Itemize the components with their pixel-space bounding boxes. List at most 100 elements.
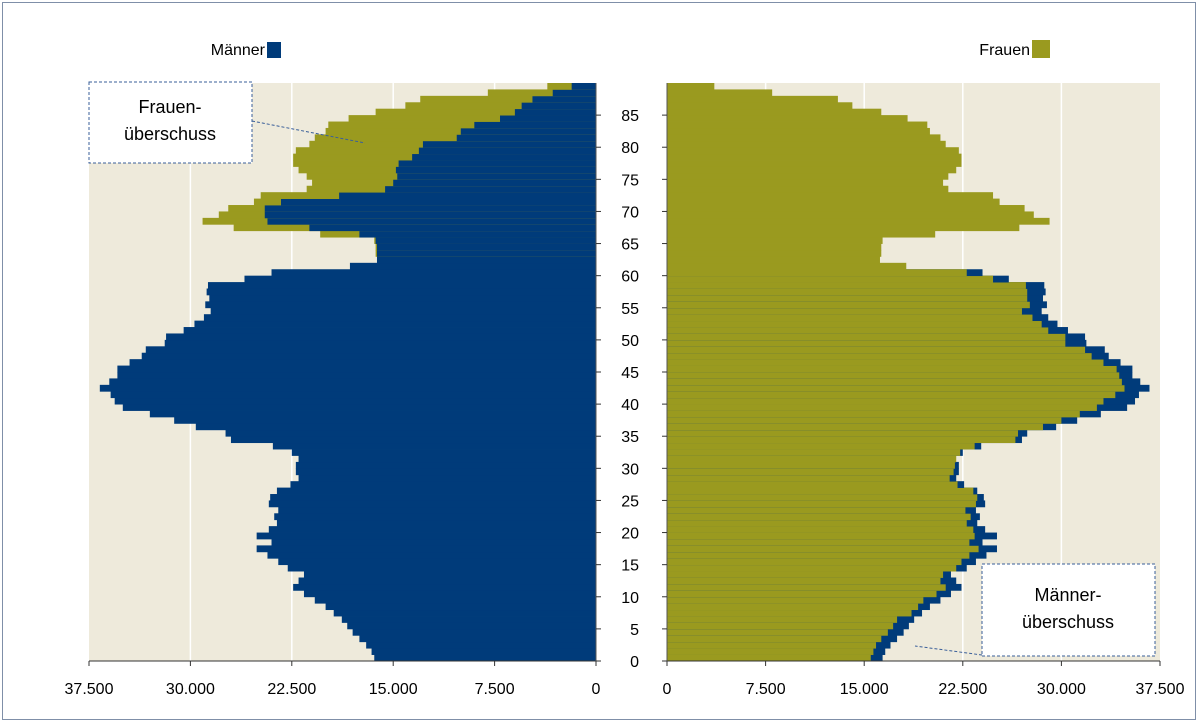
bar-maenner	[278, 506, 596, 514]
y-tick-label: 20	[621, 526, 639, 543]
tick-labels: 37.500 30.000 22.500 15.000 7.500 0 0 7.500 15.0…	[65, 108, 1185, 698]
bar-maenner	[298, 474, 596, 482]
bar-maenner	[552, 89, 596, 97]
legend-label-frauen: Frauen	[979, 42, 1030, 59]
bar-frauen	[667, 372, 1120, 379]
bar-maenner	[271, 269, 596, 277]
bar-maenner	[341, 616, 596, 623]
bar-frauen	[667, 532, 975, 540]
bar-maenner	[271, 538, 596, 546]
bar-maenner	[210, 307, 596, 315]
bar-maenner	[532, 95, 596, 103]
bar-frauen-surplus	[348, 115, 596, 122]
y-tick-label: 0	[630, 654, 639, 671]
y-tick-label: 75	[621, 172, 639, 189]
bar-maenner	[314, 596, 596, 604]
bar-maenner	[295, 468, 596, 476]
bar-maenner	[366, 641, 596, 649]
bar-frauen	[667, 628, 888, 636]
bar-frauen	[667, 269, 967, 277]
bar-maenner	[99, 384, 596, 392]
bar-frauen	[667, 609, 912, 617]
x-tick-label-right: 37.500	[1136, 681, 1185, 698]
annotation-text-line1: Frauen-	[138, 97, 201, 117]
bar-frauen	[667, 622, 894, 630]
bar-frauen	[667, 474, 950, 482]
bar-frauen	[667, 217, 1050, 225]
legend-swatch-frauen	[1032, 40, 1050, 58]
bar-maenner	[276, 519, 596, 527]
bar-maenner	[303, 590, 596, 598]
bar-frauen	[667, 320, 1042, 328]
bar-frauen	[667, 185, 949, 193]
bar-frauen	[667, 494, 978, 501]
bar-frauen	[667, 449, 961, 456]
bar-maenner	[272, 442, 596, 450]
bar-frauen	[667, 616, 898, 623]
bar-maenner	[418, 147, 596, 155]
bar-maenner	[352, 628, 596, 636]
bar-frauen	[667, 384, 1125, 392]
bar-maenner	[268, 500, 596, 508]
bar-frauen-surplus	[420, 95, 596, 103]
bar-frauen	[667, 339, 1066, 347]
x-tick-label-right: 30.000	[1037, 681, 1086, 698]
bar-frauen	[667, 179, 944, 187]
bar-frauen	[667, 526, 974, 533]
bar-frauen	[667, 404, 1097, 411]
bar-frauen	[667, 327, 1049, 334]
bar-frauen	[667, 359, 1104, 366]
x-tick-label-left: 0	[592, 681, 601, 698]
bar-frauen	[667, 577, 941, 585]
annotation-leader-line	[251, 120, 366, 144]
bar-frauen-surplus	[328, 121, 596, 129]
bar-frauen	[667, 500, 976, 508]
bar-maenner	[280, 198, 596, 206]
bar-maenner	[359, 230, 596, 238]
bar-frauen	[667, 243, 882, 251]
bar-maenner	[375, 237, 596, 244]
bar-maenner	[230, 436, 596, 444]
y-tick-label: 40	[621, 397, 639, 414]
bar-frauen-surplus	[405, 102, 596, 110]
bar-frauen	[667, 481, 958, 488]
bar-maenner	[114, 397, 597, 405]
x-tick-label-right: 22.500	[938, 681, 987, 698]
bar-maenner	[397, 172, 596, 180]
x-tick-label-left: 30.000	[166, 681, 215, 698]
y-tick-label: 70	[621, 204, 639, 221]
y-tick-label: 50	[621, 333, 639, 350]
annotation-box	[88, 81, 253, 164]
y-tick-label: 35	[621, 429, 639, 446]
bar-frauen	[667, 294, 1028, 302]
bar-frauen	[667, 564, 957, 572]
bar-frauen	[667, 519, 967, 527]
bar-maenner	[339, 192, 596, 199]
bar-maenner	[359, 635, 596, 643]
bars-left-panel	[99, 83, 597, 662]
bar-maenner	[225, 429, 596, 437]
bar-frauen	[667, 282, 1026, 289]
y-tick-label: 65	[621, 237, 639, 254]
bar-maenner	[205, 301, 596, 309]
bar-maenner	[371, 648, 596, 655]
bar-maenner	[164, 339, 596, 347]
bar-maenner	[298, 577, 596, 585]
bar-frauen	[667, 172, 949, 180]
bar-frauen	[667, 237, 883, 244]
bar-maenner	[514, 108, 596, 116]
bar-maenner	[183, 327, 596, 334]
bar-frauen	[667, 468, 954, 476]
bar-maenner	[203, 314, 597, 322]
bar-maenner	[256, 532, 596, 540]
bar-maenner	[141, 352, 596, 360]
bar-maenner	[290, 481, 596, 488]
bar-frauen	[667, 571, 944, 578]
bar-maenner	[376, 249, 596, 257]
bar-maenner	[295, 461, 596, 469]
bar-frauen	[667, 108, 882, 116]
bar-frauen	[667, 230, 936, 238]
bar-frauen	[667, 461, 955, 469]
bar-maenner	[264, 211, 596, 219]
bar-frauen	[667, 147, 959, 155]
